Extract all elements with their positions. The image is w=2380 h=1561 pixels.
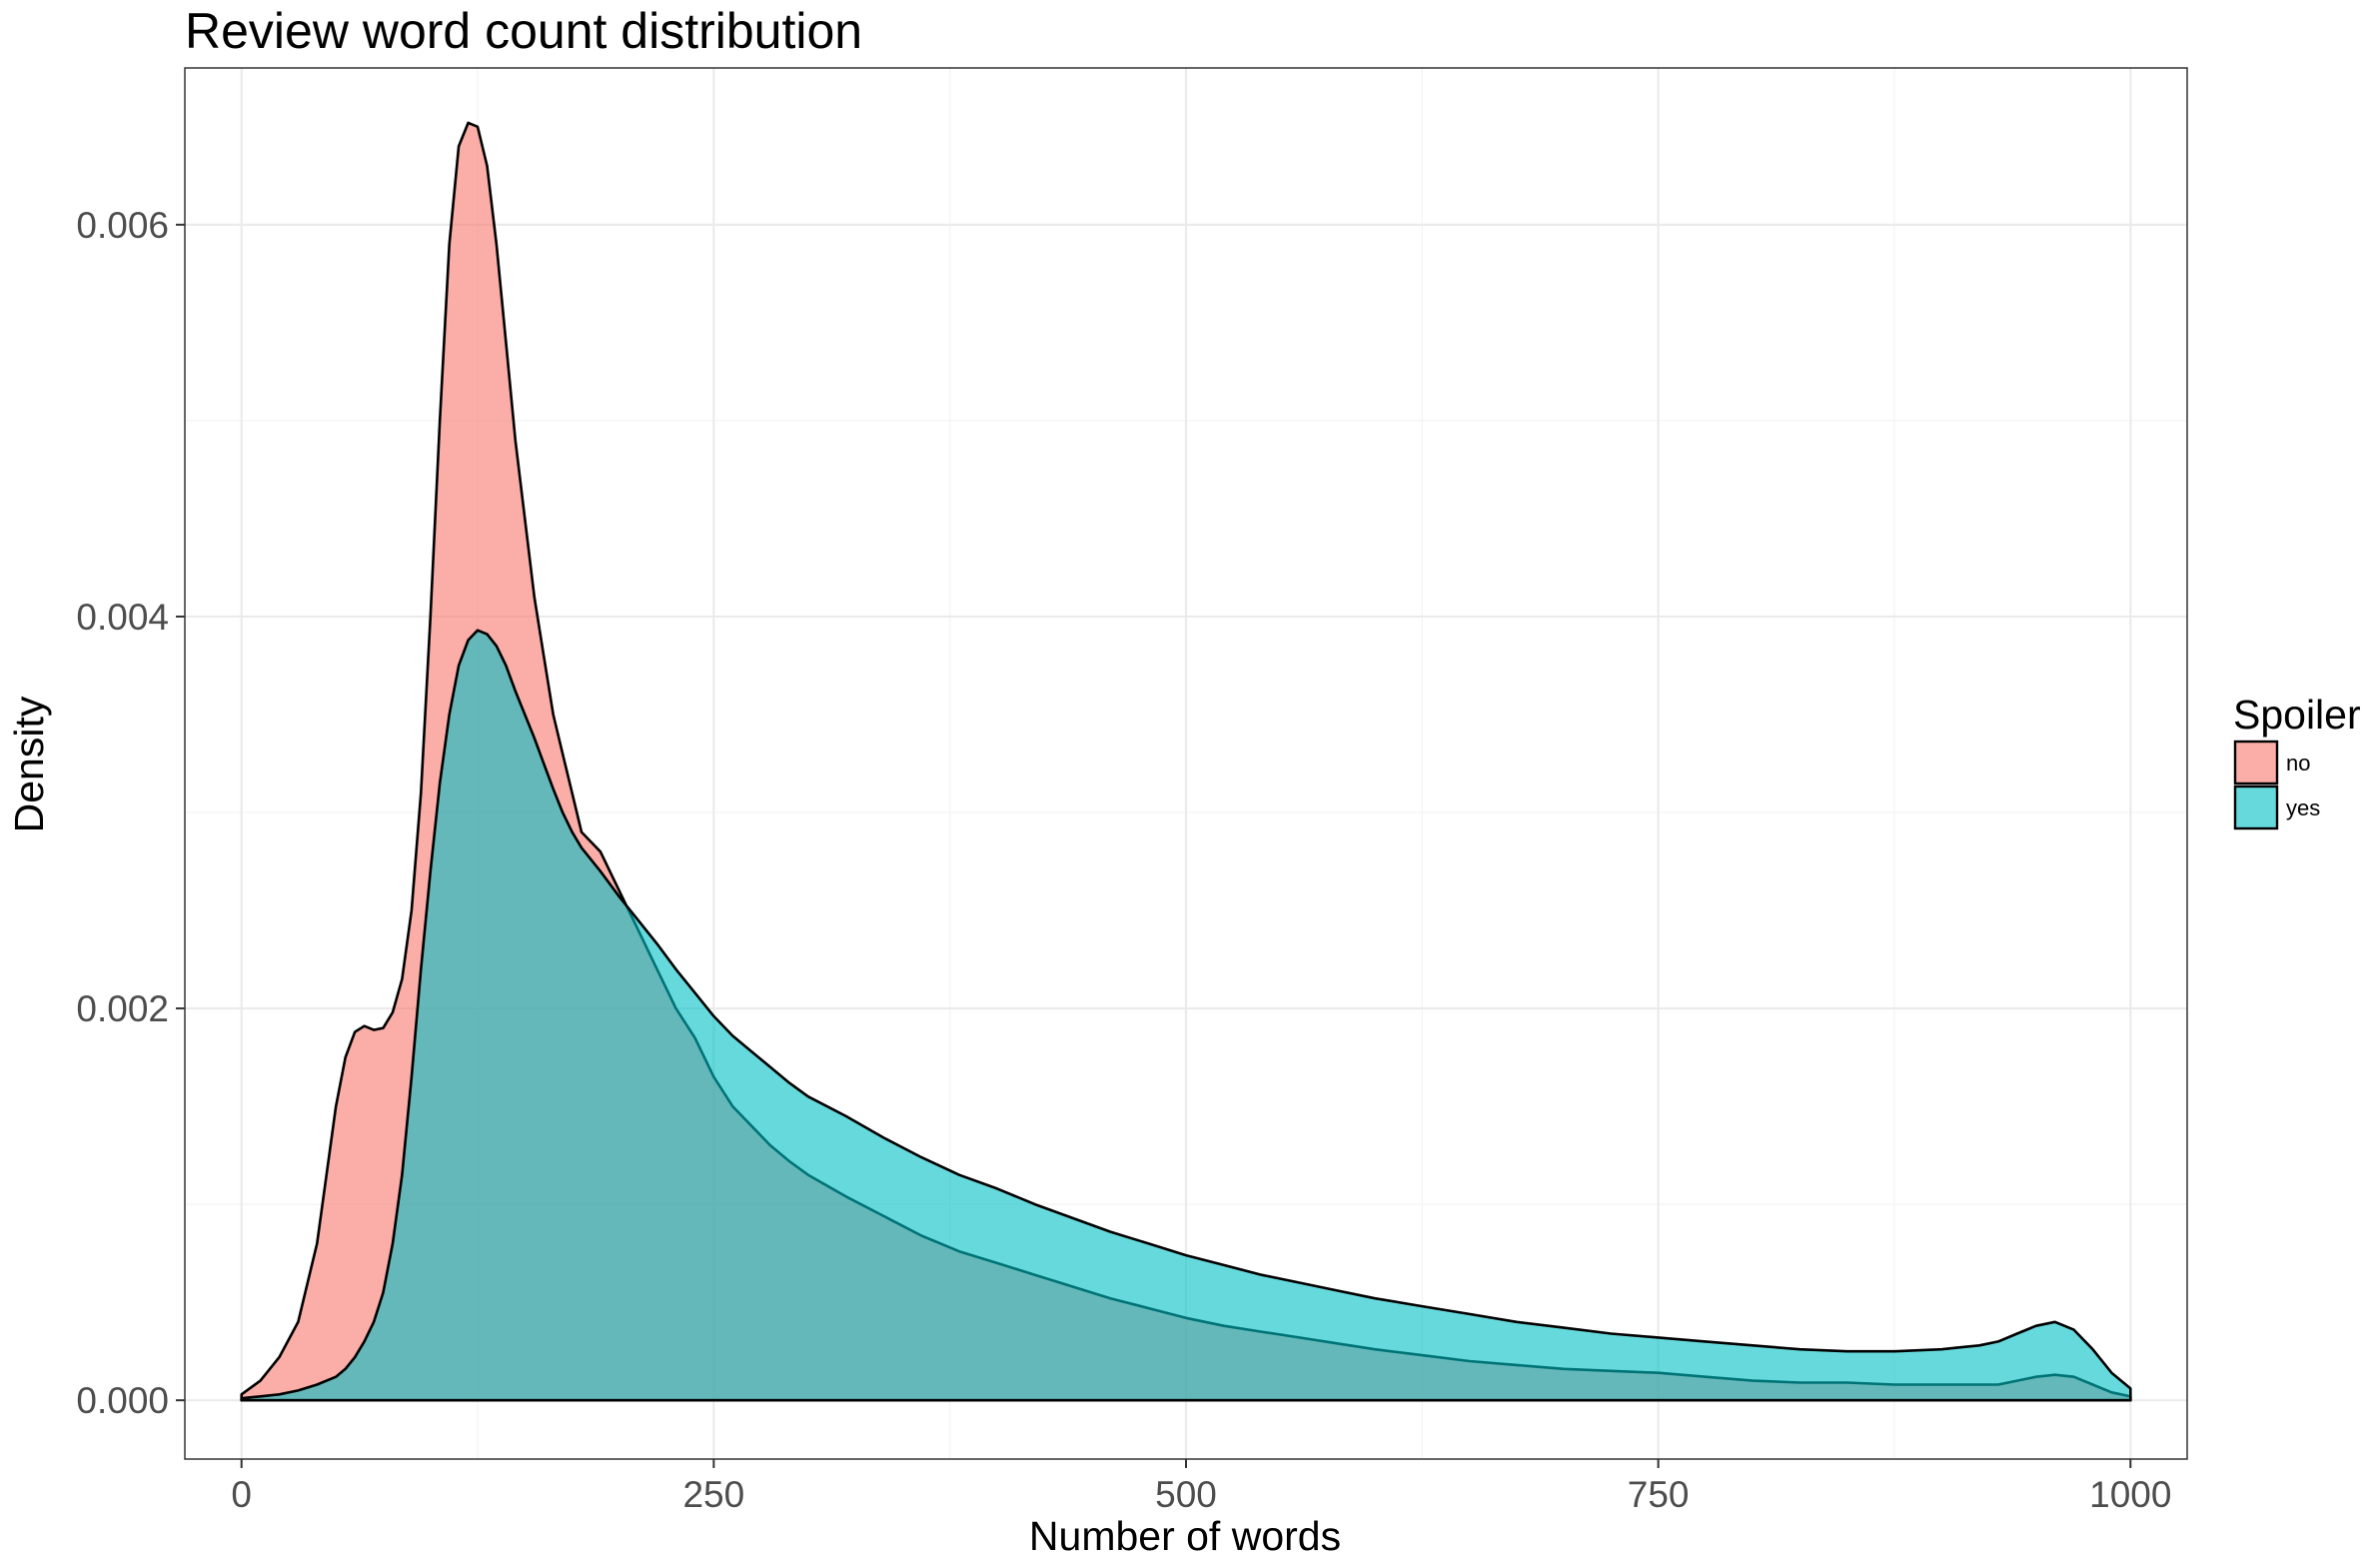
legend-entries: no yes xyxy=(2233,740,2320,830)
y-axis-title: Density xyxy=(6,696,52,832)
legend-title: Spoiler xyxy=(2233,692,2361,738)
y-tick-label: 0.004 xyxy=(76,597,169,638)
legend-key-no xyxy=(2233,740,2279,785)
x-tick-label: 250 xyxy=(682,1474,744,1515)
density-area-yes xyxy=(240,629,2132,1402)
x-tick-label: 500 xyxy=(1155,1474,1217,1515)
y-axis: 0.000 0.002 0.004 0.006 xyxy=(76,205,185,1421)
legend-label-yes: yes xyxy=(2286,795,2320,820)
legend: Spoiler no yes xyxy=(2233,692,2361,830)
y-tick-label: 0.002 xyxy=(76,988,169,1029)
density-areas xyxy=(240,121,2132,1402)
plot-panel xyxy=(184,67,2188,1460)
x-axis-title: Number of words xyxy=(1029,1513,1341,1559)
y-tick-label: 0.000 xyxy=(76,1380,169,1421)
x-tick-label: 0 xyxy=(231,1474,252,1515)
x-tick-label: 750 xyxy=(1628,1474,1690,1515)
chart-title: Review word count distribution xyxy=(185,3,862,59)
legend-key-yes xyxy=(2233,784,2279,830)
y-tick-label: 0.006 xyxy=(76,205,169,246)
x-axis: 0 250 500 750 1000 xyxy=(231,1459,2171,1515)
legend-label-no: no xyxy=(2286,751,2310,776)
x-tick-label: 1000 xyxy=(2089,1474,2171,1515)
